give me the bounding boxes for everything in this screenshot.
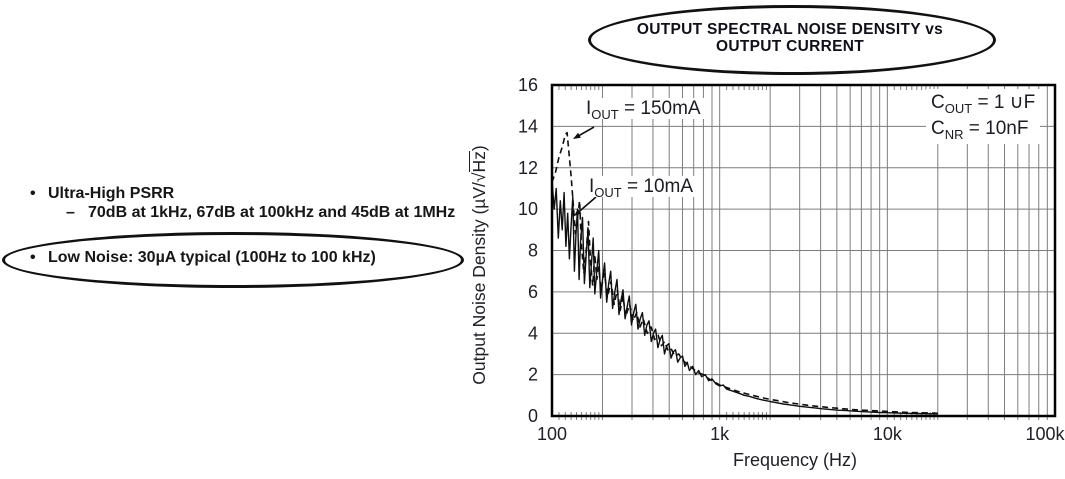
y-tick-label: 10 bbox=[518, 199, 538, 219]
condition-cout: COUT = 1 ∪F bbox=[931, 92, 1036, 116]
arrowhead-icon bbox=[573, 132, 581, 139]
y-tick-label: 6 bbox=[528, 282, 538, 302]
arrowhead-icon bbox=[574, 209, 582, 216]
y-tick-label: 12 bbox=[518, 158, 538, 178]
feature-text: 70dB at 1kHz, 67dB at 100kHz and 45dB at… bbox=[88, 204, 456, 221]
annotation-arrow bbox=[576, 196, 597, 214]
y-axis-label: Output Noise Density (µV/√ Hz) bbox=[468, 145, 490, 385]
noise-density-chart: 0 2 4 6 8 10 12 14 16 100 1k 10k 100k Frequency (Hz) bbox=[518, 75, 1065, 470]
feature-item-psrr: • Ultra-High PSRR bbox=[30, 184, 174, 203]
condition-cnr: CNR = 10nF bbox=[931, 118, 1029, 142]
title-highlight-ellipse bbox=[588, 5, 996, 75]
y-tick-label: 4 bbox=[528, 323, 538, 343]
x-tick-label: 100 bbox=[537, 424, 567, 444]
bullet-icon: • bbox=[30, 185, 36, 202]
y-tick-label: 0 bbox=[528, 406, 538, 426]
curve-label-150ma: IOUT = 150mA bbox=[583, 98, 704, 121]
x-tick-label: 10k bbox=[873, 424, 903, 444]
dash-icon: – bbox=[66, 204, 75, 221]
feature-text: Ultra-High PSRR bbox=[48, 185, 175, 202]
curve-iout-150ma bbox=[551, 131, 938, 415]
plot-border bbox=[550, 83, 1057, 418]
y-tick-label: 14 bbox=[518, 116, 538, 136]
x-tick-label: 100k bbox=[1025, 424, 1065, 444]
y-tick-label: 8 bbox=[528, 241, 538, 261]
test-conditions: COUT = 1 ∪F CNR = 10nF bbox=[926, 89, 1041, 144]
y-tick-label: 2 bbox=[528, 365, 538, 385]
curve-iout-10ma bbox=[551, 180, 938, 415]
x-tick-label: 1k bbox=[710, 424, 730, 444]
y-tick-label: 16 bbox=[518, 75, 538, 95]
feature-item-psrr-detail: – 70dB at 1kHz, 67dB at 100kHz and 45dB … bbox=[66, 203, 468, 222]
low-noise-highlight-ellipse bbox=[2, 232, 464, 288]
curve-label-10ma: IOUT = 10mA bbox=[586, 176, 697, 199]
x-axis-label: Frequency (Hz) bbox=[733, 450, 857, 470]
